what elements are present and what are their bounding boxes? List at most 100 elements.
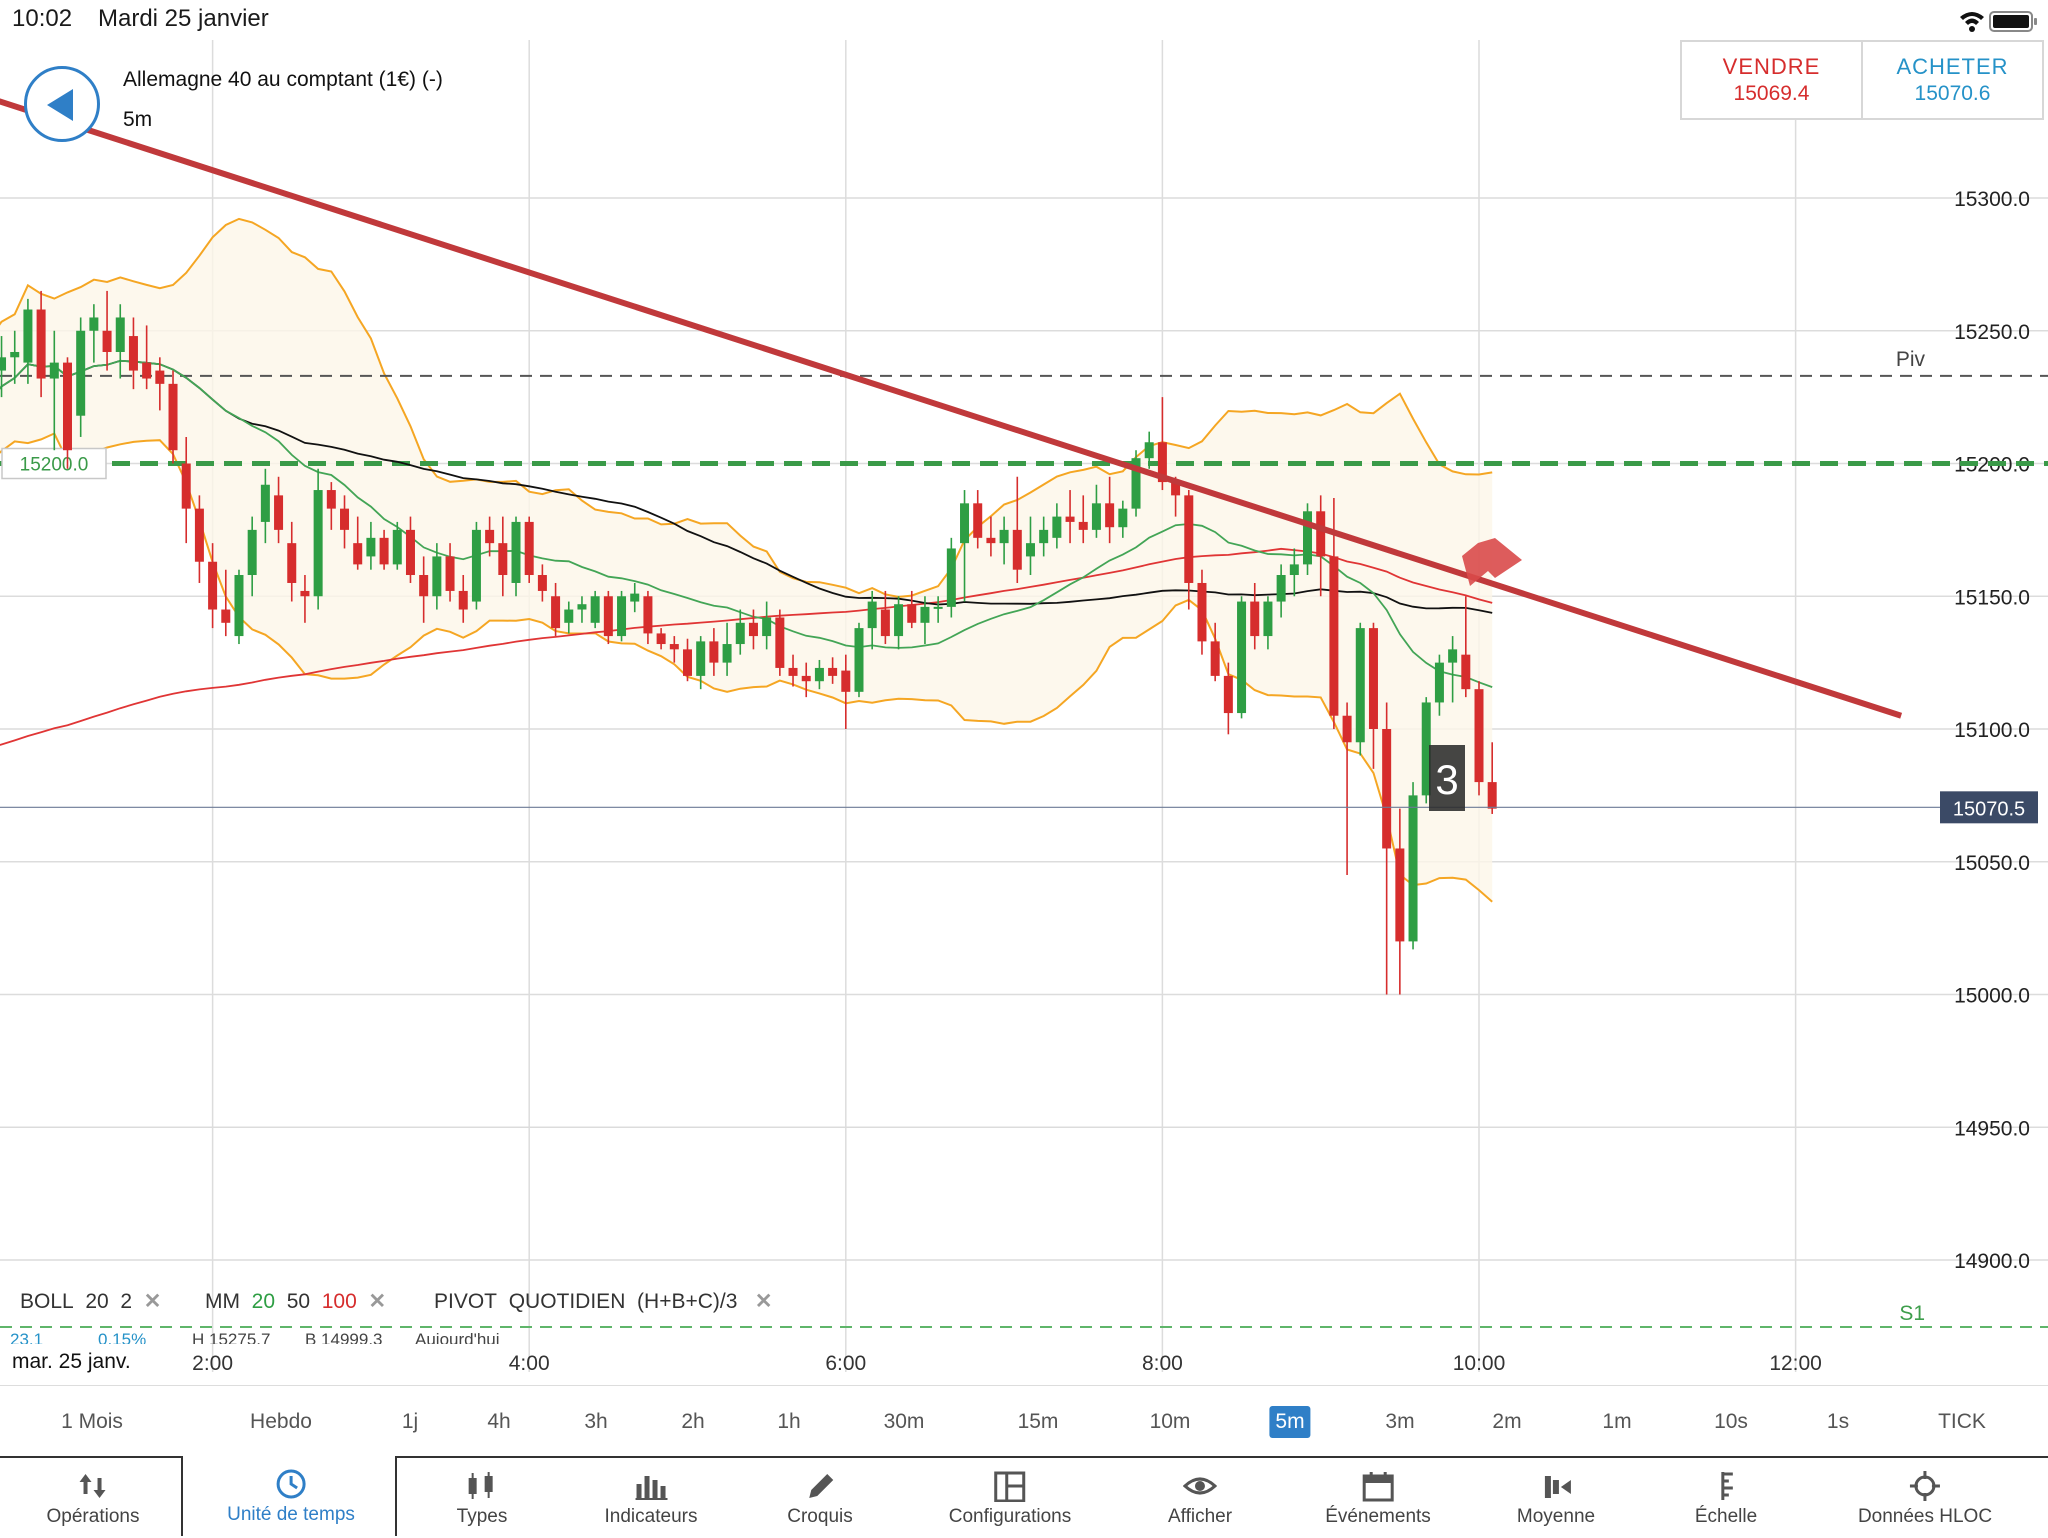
candle (867, 590, 877, 650)
timeframe-1j[interactable]: 1j (401, 1410, 419, 1433)
order-level-tag[interactable]: 15200.0 (1, 447, 107, 480)
y-tick-label: 14950.0 (1954, 1117, 2030, 1140)
pivot-label: Piv (1896, 348, 1926, 371)
candle (524, 516, 534, 583)
timeframe-5m[interactable]: 5m (1269, 1406, 1311, 1438)
timeframe-15m[interactable]: 15m (1017, 1410, 1059, 1433)
toolbar-layout-button[interactable]: Configurations (949, 1458, 1071, 1538)
candle (340, 495, 350, 549)
toolbar-label: Afficher (1167, 1506, 1233, 1527)
toolbar-bar-chart-button[interactable]: Indicateurs (605, 1458, 697, 1538)
candle (1276, 564, 1286, 618)
toolbar-eye-button[interactable]: Afficher (1168, 1458, 1232, 1538)
timeframe-1-mois[interactable]: 1 Mois (61, 1410, 123, 1433)
timeframe-4h[interactable]: 4h (487, 1410, 511, 1433)
price-chart[interactable]: 15300.0 15250.0 15200.0 15150.0 15100.0 15050… (0, 0, 2048, 1385)
timeframe-3h[interactable]: 3h (584, 1410, 608, 1433)
boll-name: BOLL (20, 1290, 74, 1313)
candle (894, 596, 904, 650)
info-day: Aujourd'hui (415, 1330, 500, 1344)
toolbar-candles-button[interactable]: Types (457, 1458, 507, 1538)
toolbar-scale-button[interactable]: Échelle (1695, 1458, 1757, 1538)
remove-pivot-icon[interactable]: ✕ (754, 1290, 773, 1313)
candle (194, 495, 204, 583)
candle (247, 516, 257, 597)
boll-indicator[interactable]: BOLL 20 2 ✕ (20, 1289, 161, 1314)
pivot-indicator[interactable]: PIVOT QUOTIDIEN (H+B+C)/3 ✕ (434, 1289, 773, 1314)
candle (1448, 636, 1458, 703)
candle (1368, 622, 1378, 769)
bollinger-upper (0, 217, 1493, 598)
timeframe-10s[interactable]: 10s (1714, 1410, 1748, 1433)
timeframe-10m[interactable]: 10m (1149, 1410, 1191, 1433)
candles (0, 290, 1497, 995)
scale-icon (1721, 1472, 1733, 1500)
timeframe-2m[interactable]: 2m (1492, 1410, 1522, 1433)
candle (1329, 498, 1339, 729)
candle (1210, 622, 1220, 682)
candle (511, 516, 521, 597)
candle (669, 636, 679, 663)
candle (405, 516, 415, 583)
toolbar-crosshair-button[interactable]: Données HLOC (1858, 1458, 1992, 1538)
pencil-icon (808, 1474, 833, 1498)
candle (1144, 431, 1154, 469)
candle (142, 325, 152, 390)
info-change: 23.1 (10, 1330, 44, 1344)
toolbar-label: Opérations (46, 1506, 140, 1527)
date-label: mar. 25 janv. (0, 1347, 150, 1377)
candle (1382, 702, 1392, 995)
timeframe-3m[interactable]: 3m (1385, 1410, 1415, 1433)
toolbar-volume-button[interactable]: Moyenne (1517, 1458, 1595, 1538)
candle (1184, 490, 1194, 610)
candle (36, 290, 46, 398)
timeframe-30m[interactable]: 30m (883, 1410, 925, 1433)
y-tick-label: 15150.0 (1954, 586, 2030, 609)
candle (775, 609, 785, 676)
toolbar-pencil-button[interactable]: Croquis (787, 1458, 853, 1538)
candle (537, 564, 547, 602)
trendline[interactable] (0, 92, 1903, 719)
x-tick-label: 2:00 (192, 1352, 233, 1375)
svg-text:15200.0: 15200.0 (20, 455, 89, 476)
buy-button[interactable]: ACHETER 15070.6 (1863, 42, 2042, 118)
timeframe-2h[interactable]: 2h (681, 1410, 705, 1433)
candle (696, 636, 706, 690)
candle (722, 622, 732, 676)
timeframe-1m[interactable]: 1m (1602, 1410, 1632, 1433)
candle (762, 601, 772, 650)
mm-indicator[interactable]: MM 20 50 100 ✕ (205, 1289, 386, 1314)
candle (617, 590, 627, 642)
candle (1052, 503, 1062, 549)
boll-deviation: 2 (120, 1290, 133, 1313)
toolbar-clock-button[interactable]: Unité de temps (227, 1456, 355, 1536)
candle (0, 336, 7, 398)
candle (1487, 742, 1497, 814)
sell-button[interactable]: VENDRE 15069.4 (1682, 42, 1863, 118)
toolbar-sort-arrows-button[interactable]: Opérations (46, 1458, 140, 1538)
toolbar-calendar-button[interactable]: Événements (1325, 1458, 1431, 1538)
y-tick-label: 15250.0 (1954, 321, 2030, 344)
sell-price: 15069.4 (1733, 82, 1810, 105)
timeframe-1h[interactable]: 1h (777, 1410, 801, 1433)
candle (1118, 500, 1128, 538)
candle (287, 521, 297, 602)
back-button[interactable] (24, 66, 100, 142)
candle (392, 521, 402, 570)
timeframe-tick[interactable]: TICK (1938, 1410, 1986, 1433)
remove-boll-icon[interactable]: ✕ (143, 1290, 162, 1313)
candle (1012, 476, 1022, 583)
candle (1289, 548, 1299, 597)
timeframe-1s[interactable]: 1s (1826, 1410, 1850, 1433)
remove-mm-icon[interactable]: ✕ (368, 1290, 387, 1313)
timeframe-hebdo[interactable]: Hebdo (250, 1410, 312, 1433)
candle (62, 357, 72, 469)
toolbar-label: Moyenne (1516, 1506, 1596, 1527)
arrow-annotation-icon[interactable] (1462, 538, 1522, 586)
candle (1237, 596, 1247, 719)
toolbar-label: Données HLOC (1857, 1506, 1993, 1527)
candle (656, 628, 666, 650)
y-tick-label: 14900.0 (1954, 1250, 2030, 1273)
candle (1223, 662, 1233, 735)
back-arrow-icon (47, 89, 73, 121)
